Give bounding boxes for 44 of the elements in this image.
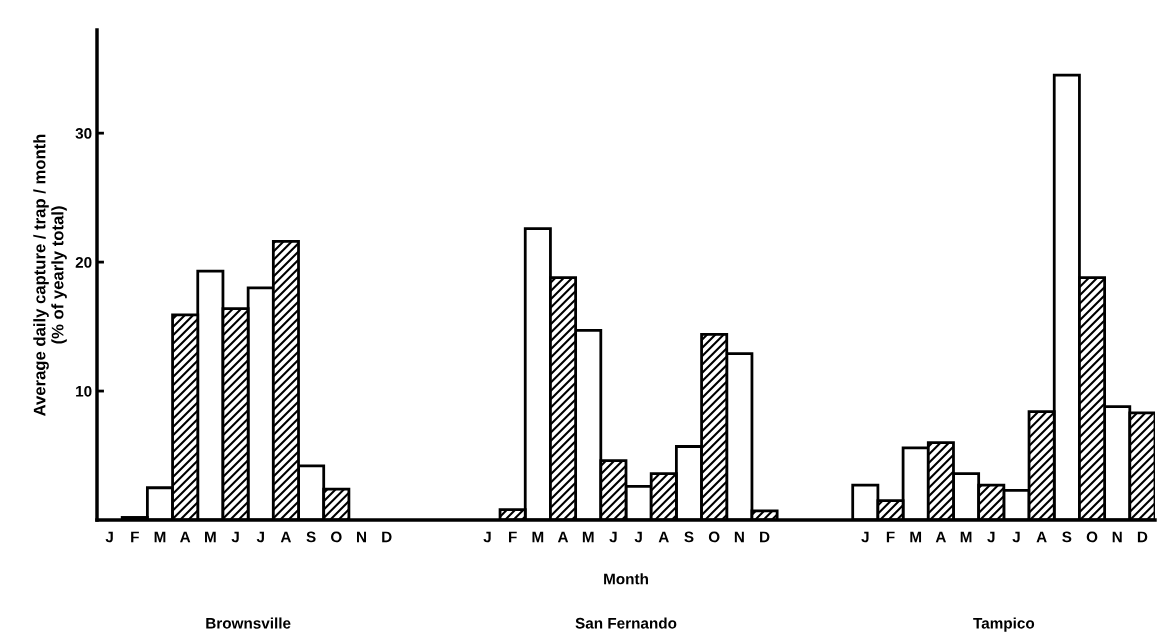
x-tick-label: S (1062, 531, 1072, 543)
x-tick-label: N (734, 531, 744, 543)
x-tick-label: M (532, 531, 544, 543)
y-tick-label: 10 (76, 385, 92, 397)
text: Brownsville (206, 617, 291, 629)
x-tick-label: J (634, 531, 642, 543)
x-tick-label: J (861, 531, 869, 543)
x-tick-label: M (960, 531, 972, 543)
x-tick-label: O (708, 531, 720, 543)
x-tick-label: J (609, 531, 617, 543)
x-tick-label: J (256, 531, 264, 543)
x-tick-label: A (180, 531, 191, 543)
y-tick-label: 30 (75, 128, 92, 139)
x-tick-label: O (331, 531, 342, 543)
x-tick-label: A (658, 531, 669, 543)
x-tick-label: A (1036, 531, 1047, 543)
y-axis-title: Average daily capture / trap / month (% of yearly total) (33, 134, 67, 416)
x-tick-label: N (357, 531, 366, 543)
x-tick-label: A (557, 531, 569, 543)
x-axis-title: Month (604, 573, 648, 585)
text: Tampico (973, 617, 1035, 632)
x-tick-label: O (1086, 531, 1098, 543)
x-tick-label: D (760, 531, 770, 543)
x-tick-label: A (280, 531, 292, 543)
x-tick-label: S (684, 531, 694, 543)
x-tick-label: F (886, 531, 895, 543)
x-tick-label: A (935, 531, 946, 543)
x-tick-label: S (306, 531, 316, 543)
x-tick-label: M (154, 531, 166, 543)
x-tick-label: F (131, 531, 139, 543)
x-tick-label: J (105, 531, 113, 543)
x-tick-label: J (231, 531, 239, 543)
y-tick-label: 20 (75, 256, 92, 268)
x-tick-label: D (1137, 531, 1148, 543)
x-tick-label: M (910, 531, 922, 543)
x-tick-label: F (509, 531, 517, 543)
x-tick-label: M (582, 531, 594, 543)
text: San Fernando (575, 617, 677, 629)
x-tick-label: D (382, 531, 392, 543)
x-tick-label: J (1012, 531, 1020, 543)
x-tick-label: N (1112, 531, 1122, 543)
x-tick-label: J (483, 531, 491, 543)
x-tick-label: J (987, 531, 995, 543)
x-tick-label: M (205, 531, 216, 543)
